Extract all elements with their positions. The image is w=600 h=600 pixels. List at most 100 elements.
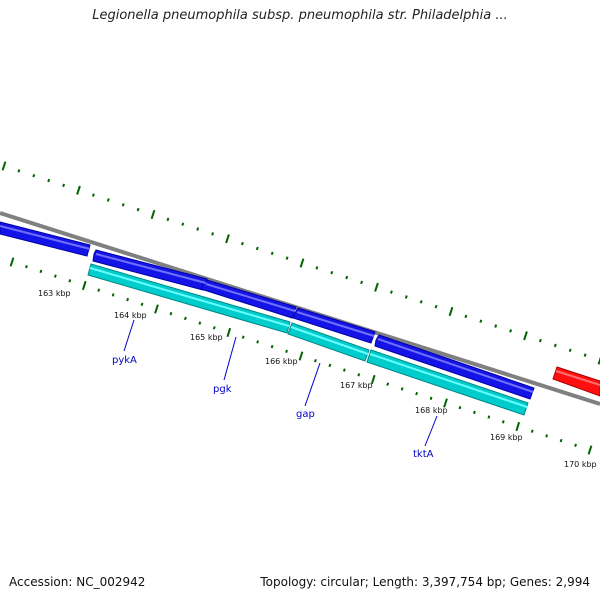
minor-tick xyxy=(53,274,57,278)
highlight-feature-track xyxy=(552,366,600,397)
forward-strand-cds-track xyxy=(0,221,535,400)
minor-tick xyxy=(545,434,549,438)
major-tick xyxy=(298,351,304,361)
minor-tick xyxy=(181,222,185,226)
major-tick xyxy=(374,282,379,292)
minor-tick xyxy=(479,319,483,323)
minor-tick xyxy=(415,391,419,396)
minor-tick xyxy=(434,304,438,309)
major-tick xyxy=(1,161,7,171)
map-title: Legionella pneumophila subsp. pneumophil… xyxy=(92,8,508,23)
gene-label-pgk[interactable]: pgk xyxy=(213,384,232,395)
minor-tick xyxy=(17,169,21,173)
minor-tick xyxy=(472,410,476,415)
minor-tick xyxy=(328,363,332,368)
major-tick xyxy=(299,258,305,268)
minor-tick xyxy=(345,275,349,280)
major-tick xyxy=(226,327,232,338)
minor-tick xyxy=(91,193,95,197)
gene-label-leaders xyxy=(123,319,438,447)
minor-tick xyxy=(270,344,274,349)
minor-tick xyxy=(509,329,513,333)
major-tick xyxy=(225,234,230,244)
leader-line xyxy=(123,319,135,352)
minor-tick xyxy=(126,297,130,302)
minor-tick xyxy=(386,382,390,386)
gene-label-tktA[interactable]: tktA xyxy=(413,449,434,460)
tick-label: 169 kbp xyxy=(490,433,523,442)
leader-line xyxy=(424,415,438,447)
minor-tick xyxy=(97,288,101,292)
major-tick xyxy=(515,421,521,432)
minor-tick xyxy=(121,203,125,207)
minor-tick xyxy=(256,340,260,344)
minor-tick xyxy=(389,290,393,294)
minor-tick xyxy=(285,256,289,260)
tick-label: 170 kbp xyxy=(564,460,597,469)
minor-tick xyxy=(39,269,43,274)
minor-tick xyxy=(183,316,187,321)
tick-label: 165 kbp xyxy=(190,333,223,342)
leader-line xyxy=(304,362,321,407)
minor-tick xyxy=(494,324,498,328)
major-tick xyxy=(587,445,593,455)
minor-tick xyxy=(315,266,319,270)
major-tick xyxy=(443,398,448,408)
minor-tick xyxy=(32,173,36,178)
minor-tick xyxy=(559,438,563,443)
minor-tick xyxy=(255,246,259,251)
minor-tick xyxy=(62,183,66,188)
minor-tick xyxy=(196,227,200,231)
minor-tick xyxy=(530,429,534,433)
minor-tick xyxy=(241,335,245,339)
accession-text: Accession: NC_002942 xyxy=(9,575,146,589)
major-tick xyxy=(81,280,87,291)
minor-tick xyxy=(106,198,110,202)
minor-tick xyxy=(285,349,288,354)
minor-tick xyxy=(429,396,433,401)
major-tick xyxy=(76,185,81,195)
gene-label-gap[interactable]: gap xyxy=(296,409,315,420)
major-tick xyxy=(597,356,600,365)
major-tick xyxy=(154,304,159,314)
tick-label: 166 kbp xyxy=(265,357,298,366)
topology-summary-text: Topology: circular; Length: 3,397,754 bp… xyxy=(260,575,590,589)
gene-label-pykA[interactable]: pykA xyxy=(112,355,137,366)
minor-tick xyxy=(583,353,587,357)
gene-track xyxy=(87,263,529,416)
minor-tick xyxy=(47,178,51,183)
minor-tick xyxy=(111,293,115,297)
minor-tick xyxy=(211,232,215,236)
tick-label: 168 kbp xyxy=(415,406,448,415)
minor-tick xyxy=(330,270,334,275)
major-tick xyxy=(150,209,156,220)
minor-tick xyxy=(553,343,557,348)
minor-tick xyxy=(538,338,542,343)
minor-tick xyxy=(166,217,170,222)
minor-tick xyxy=(68,279,72,283)
minor-tick xyxy=(25,264,28,269)
leader-line xyxy=(223,336,237,381)
outer-tick-marks xyxy=(1,161,600,365)
major-tick xyxy=(370,374,376,385)
minor-tick xyxy=(198,321,202,325)
minor-tick xyxy=(464,314,468,319)
minor-tick xyxy=(169,311,173,316)
minor-tick xyxy=(212,326,216,330)
tick-labels: 163 kbp 164 kbp 165 kbp 166 kbp 167 kbp … xyxy=(38,289,597,469)
minor-tick xyxy=(270,251,274,256)
cds-arrow[interactable] xyxy=(0,221,91,257)
major-tick xyxy=(523,331,528,341)
minor-tick xyxy=(501,420,505,424)
major-tick xyxy=(9,257,15,267)
minor-tick xyxy=(404,295,408,299)
minor-tick xyxy=(400,387,404,391)
inner-tick-marks xyxy=(9,257,593,455)
minor-tick xyxy=(568,348,572,353)
tick-label: 163 kbp xyxy=(38,289,71,298)
minor-tick xyxy=(136,207,140,212)
major-tick xyxy=(448,306,454,317)
minor-tick xyxy=(314,358,317,363)
minor-tick xyxy=(357,373,361,377)
